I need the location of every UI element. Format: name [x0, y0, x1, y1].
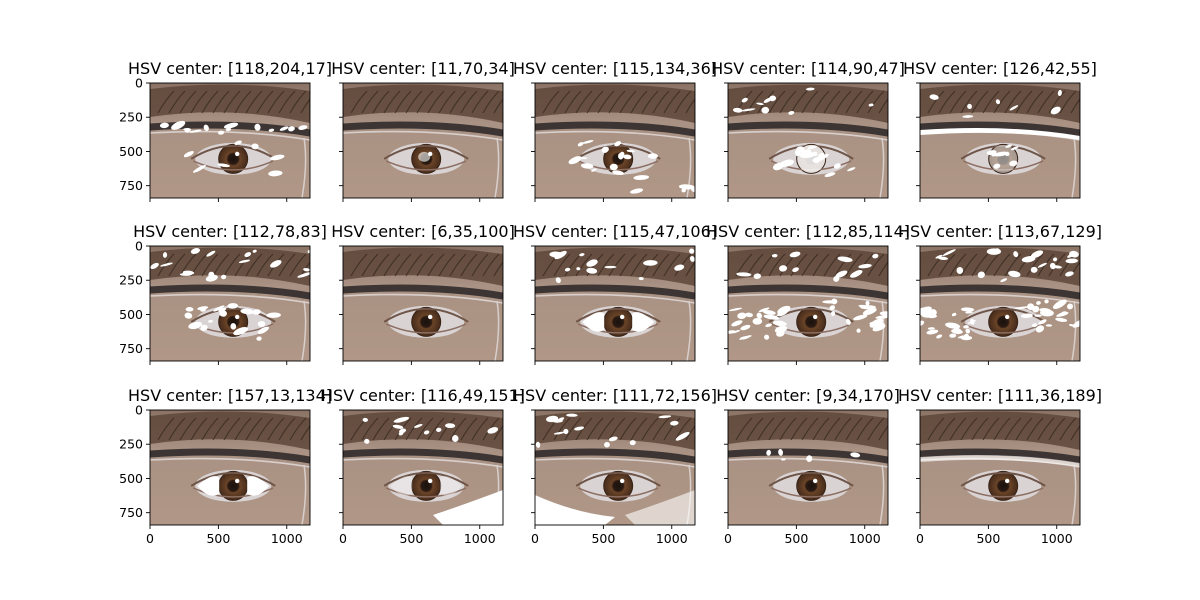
y-tick-label: 0	[135, 239, 143, 254]
x-tick-label: 0	[146, 531, 154, 546]
eye-image	[920, 83, 1080, 198]
subplot-panel: HSV center: [113,67,129]	[898, 222, 1102, 365]
subplot-title: HSV center: [11,70,34]	[331, 59, 515, 78]
subplot-title: HSV center: [116,49,151]	[321, 386, 525, 405]
eye-image	[343, 83, 503, 198]
y-tick-label: 250	[119, 273, 143, 288]
subplot-title: HSV center: [112,78,83]	[133, 222, 327, 241]
axes-frame	[149, 82, 311, 199]
subplot-title: HSV center: [118,204,17]	[128, 59, 332, 78]
subplot-title: HSV center: [114,90,47]	[711, 59, 905, 78]
subplot-panel: HSV center: [9,34,170] 0 500 1000	[716, 386, 900, 546]
eye-image	[343, 246, 503, 361]
x-tick-label: 0	[531, 531, 539, 546]
eye-image	[343, 410, 503, 525]
eye-image	[150, 83, 310, 198]
axes-frame	[534, 82, 696, 199]
axes-frame	[534, 409, 696, 526]
axes-frame	[919, 409, 1081, 526]
subplot-panel: HSV center: [114,90,47]	[711, 59, 905, 202]
eye-image	[535, 246, 695, 361]
axes-frame	[727, 82, 889, 199]
subplot-title: HSV center: [9,34,170]	[716, 386, 900, 405]
subplot-title: HSV center: [111,72,156]	[513, 386, 717, 405]
subplot-panel: HSV center: [118,204,17]0 250 500 750	[119, 59, 332, 202]
axes-frame	[149, 409, 311, 526]
axes-frame	[342, 409, 504, 526]
subplot-panel: HSV center: [111,72,156] 0 500 1000	[513, 386, 717, 546]
x-tick-label: 500	[784, 531, 808, 546]
subplot-panel: HSV center: [11,70,34]	[331, 59, 515, 202]
eye-image	[920, 246, 1080, 361]
y-tick-label: 500	[119, 471, 143, 486]
subplot-title: HSV center: [6,35,100]	[331, 222, 515, 241]
subplot-panel: HSV center: [111,36,189] 0 500 1000	[898, 386, 1102, 546]
x-tick-label: 1000	[1041, 531, 1073, 546]
x-tick-label: 0	[724, 531, 732, 546]
x-tick-label: 0	[339, 531, 347, 546]
x-tick-label: 1000	[464, 531, 496, 546]
x-tick-label: 1000	[849, 531, 881, 546]
eye-image	[150, 410, 310, 525]
subplot-title: HSV center: [113,67,129]	[898, 222, 1102, 241]
subplot-title: HSV center: [157,13,134]	[128, 386, 332, 405]
y-tick-label: 500	[119, 144, 143, 159]
axes-frame	[919, 245, 1081, 362]
y-tick-label: 750	[119, 178, 143, 193]
axes-frame	[149, 245, 311, 362]
axes-frame	[919, 82, 1081, 199]
subplot-panel: HSV center: [126,42,55]	[903, 59, 1097, 202]
y-tick-label: 250	[119, 437, 143, 452]
y-tick-label: 750	[119, 505, 143, 520]
eye-image	[535, 410, 695, 525]
eye-image	[728, 83, 888, 198]
axes-frame	[727, 245, 889, 362]
eye-image	[535, 83, 695, 198]
subplot-title: HSV center: [115,47,106]	[513, 222, 717, 241]
y-tick-label: 500	[119, 307, 143, 322]
x-tick-label: 1000	[656, 531, 688, 546]
eye-image	[728, 246, 888, 361]
eye-image	[150, 246, 310, 361]
subplot-panel: HSV center: [112,85,114]	[706, 222, 910, 365]
y-tick-label: 0	[135, 403, 143, 418]
eye-image	[920, 410, 1080, 525]
subplot-panel: HSV center: [115,134,36]	[513, 59, 717, 202]
subplot-title: HSV center: [115,134,36]	[513, 59, 717, 78]
axes-frame	[534, 245, 696, 362]
x-tick-label: 500	[591, 531, 615, 546]
y-tick-label: 0	[135, 76, 143, 91]
axes-frame	[727, 409, 889, 526]
axes-frame	[342, 82, 504, 199]
eye-image	[728, 410, 888, 525]
y-tick-label: 750	[119, 341, 143, 356]
subplot-panel: HSV center: [116,49,151] 0 500 1000	[321, 386, 525, 546]
subplot-title: HSV center: [111,36,189]	[898, 386, 1102, 405]
axes-frame	[342, 245, 504, 362]
x-tick-label: 500	[206, 531, 230, 546]
x-tick-label: 500	[399, 531, 423, 546]
y-tick-label: 250	[119, 110, 143, 125]
subplot-panel: HSV center: [6,35,100]	[331, 222, 515, 365]
subplot-title: HSV center: [126,42,55]	[903, 59, 1097, 78]
subplot-title: HSV center: [112,85,114]	[706, 222, 910, 241]
subplot-panel: HSV center: [115,47,106]	[513, 222, 717, 365]
x-tick-label: 500	[976, 531, 1000, 546]
x-tick-label: 1000	[271, 531, 303, 546]
x-tick-label: 0	[916, 531, 924, 546]
subplot-panel: HSV center: [112,78,83]0 250 500 750	[119, 222, 327, 365]
